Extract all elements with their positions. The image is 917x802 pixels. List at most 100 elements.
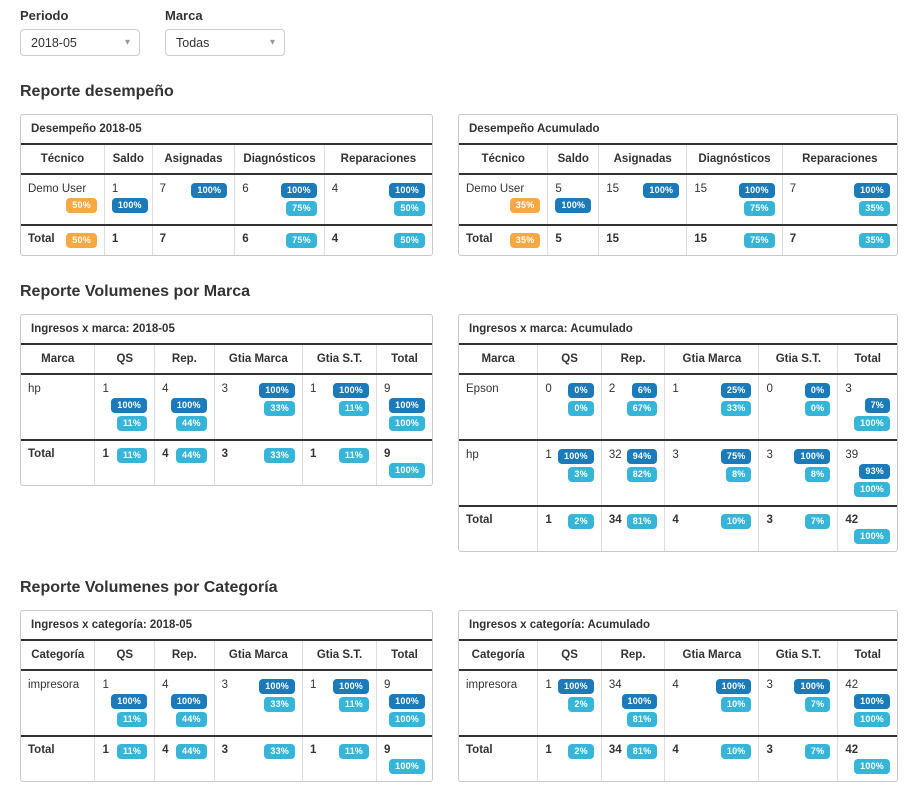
cell-value: 15 (606, 183, 619, 195)
report-section: Reporte Volumenes por Categoría Ingresos … (20, 579, 898, 782)
cell-value: 4 (162, 679, 169, 691)
marca-selected-value: Todas (176, 35, 210, 50)
percent-badge: 8% (726, 467, 752, 482)
badge-stack: 100% 11% (111, 694, 148, 727)
table-cell: impresora (21, 669, 96, 736)
badge-stack: 100% 11% (333, 679, 369, 712)
badge-stack: 35% (859, 233, 890, 248)
badge-stack: 33% (264, 744, 296, 759)
cell-value: 1 (102, 383, 109, 395)
column-header: Rep. (601, 343, 666, 374)
percent-badge: 100% (854, 759, 890, 774)
cell-value: hp (466, 449, 479, 461)
report-table: Ingresos x categoría: 2018-05 Categoría QS… (20, 610, 433, 782)
badge-stack: 100% 10% (715, 679, 752, 712)
marca-select[interactable]: Todas ▾ (165, 29, 285, 56)
cell-value: 15 (694, 183, 708, 195)
table-cell: 32 94% 82% (601, 439, 666, 506)
percent-badge: 35% (859, 201, 890, 216)
periodo-selected-value: 2018-05 (31, 35, 77, 50)
table-caption: Ingresos x marca: Acumulado (469, 323, 633, 335)
badge-stack: 0% 0% (568, 383, 594, 416)
percent-badge: 93% (859, 464, 890, 479)
cell-value: 4 (162, 383, 169, 395)
report-table: Ingresos x marca: Acumulado Marca QS Rep. Gt… (458, 314, 898, 552)
report-sections: Reporte desempeño Desempeño 2018-05 Técnic… (20, 83, 898, 782)
percent-badge: 100% (170, 694, 207, 709)
cell-value: 1 (545, 449, 552, 461)
column-header: Rep. (154, 639, 215, 670)
table-cell: 3 100% 8% (758, 439, 839, 506)
marca-label: Marca (165, 8, 203, 23)
table-cell: 3 75% 8% (664, 439, 760, 506)
cell-value: impresora (28, 679, 80, 691)
table-cell: 15 100% 75% (686, 173, 783, 225)
cell-value: 9 (383, 383, 391, 395)
cell-value: 9 (383, 448, 391, 460)
table-cell: 2 6% 67% (601, 373, 666, 440)
percent-badge: 100% (555, 198, 592, 213)
percent-badge: 11% (116, 712, 148, 727)
cell-value: 1 (310, 679, 317, 691)
table-cell: 7 (152, 224, 236, 255)
table-cell: 4 44% (154, 735, 215, 781)
caption-row: Desempeño 2018-05 (21, 115, 432, 144)
table-cell: Total (21, 735, 96, 781)
header-row: Categoría QS Rep. Gtia Marca Gtia S.T. Total (21, 639, 432, 670)
percent-badge: 0% (804, 383, 831, 398)
chevron-down-icon: ▾ (124, 36, 130, 48)
percent-badge: 75% (286, 201, 317, 216)
column-header: Gtia S.T. (302, 639, 377, 670)
table-cell: 9 100% 100% (376, 669, 432, 736)
report-table: Desempeño Acumulado Técnico Saldo Asignadas… (458, 114, 898, 256)
percent-badge: 100% (738, 183, 775, 198)
cell-value: 1 (310, 383, 317, 395)
percent-badge: 100% (111, 694, 148, 709)
column-header: Categoría (21, 639, 96, 670)
percent-badge: 100% (170, 398, 207, 413)
column-header: Total (837, 343, 897, 374)
percent-badge: 10% (720, 744, 752, 759)
table-cell: 1 2% (537, 505, 602, 551)
column-header: Reparaciones (324, 143, 432, 174)
cell-value: 3 (672, 449, 679, 461)
badge-stack: 50% (66, 198, 97, 213)
column-header: Total (837, 639, 897, 670)
header-row: Técnico Saldo Asignadas Diagnósticos Reparac… (459, 143, 897, 174)
badge-stack: 44% (176, 448, 207, 463)
percent-badge: 100% (259, 383, 296, 398)
badge-stack: 100% 44% (170, 398, 207, 431)
badge-stack: 6% 67% (626, 383, 658, 416)
cell-value: 2 (608, 383, 616, 395)
badge-stack: 50% (394, 233, 425, 248)
cell-value: 3 (221, 383, 229, 395)
cell-value: 5 (555, 233, 562, 245)
caption-row: Ingresos x categoría: 2018-05 (21, 611, 432, 640)
column-header: Asignadas (152, 143, 236, 174)
cell-value: 3 (221, 448, 229, 460)
table-caption: Ingresos x categoría: 2018-05 (31, 619, 193, 631)
cell-value: 3 (221, 679, 229, 691)
percent-badge: 6% (631, 383, 658, 398)
table-cell: 5 (547, 224, 600, 255)
table-cell: Demo User 35% (459, 173, 549, 225)
table-cell: 4 44% (154, 439, 215, 485)
table-cell: 3 33% (214, 439, 304, 485)
periodo-select[interactable]: 2018-05 ▾ (20, 29, 140, 56)
percent-badge: 100% (389, 398, 425, 413)
column-header: Gtia S.T. (302, 343, 377, 374)
badge-stack: 35% (509, 233, 541, 248)
cell-value: Epson (466, 383, 499, 395)
table-cell: 9 100% 100% (376, 373, 432, 440)
table-cell: Total 50% (21, 224, 105, 255)
column-header: Total (376, 343, 432, 374)
percent-badge: 11% (338, 697, 369, 712)
cell-value: 1 (545, 514, 552, 526)
cell-value: 6 (242, 233, 249, 245)
badge-stack: 100% 81% (621, 694, 658, 727)
total-row: Total 35% 5 15 15 75% 7 35% (459, 224, 897, 255)
cell-value: 7 (159, 233, 166, 245)
percent-badge: 0% (568, 383, 594, 398)
percent-badge: 11% (338, 744, 369, 759)
badge-stack: 81% (626, 744, 658, 759)
